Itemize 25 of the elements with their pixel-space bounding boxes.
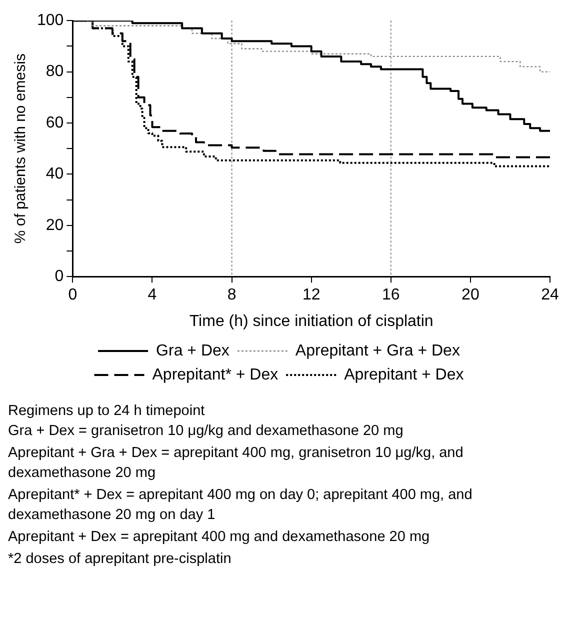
x-tick-label: 24	[541, 286, 559, 304]
x-axis-title: Time (h) since initiation of cisplatin	[189, 312, 434, 330]
x-tick-label: 8	[227, 286, 236, 304]
y-tick-label: 0	[54, 268, 64, 286]
text: Regimens up to 24 h timepoint	[8, 402, 206, 421]
text: Aprepitant + Gra + Dex = aprepitant 400 mg, granisetron 10 μg/kg, and dexamethasone 20 mg	[8, 444, 464, 483]
y-tick-label: 20	[46, 216, 64, 234]
text: Gra + Dex = granisetron 10 μg/kg and dexamethasone 20 mg	[8, 422, 404, 441]
x-tick-label: 0	[68, 286, 78, 304]
x-tick-label: 16	[382, 286, 400, 304]
y-axis-title: % of patients with no emesis	[12, 54, 30, 244]
y-tick-label: 60	[46, 114, 64, 132]
x-tick-label: 12	[302, 286, 320, 304]
y-tick-label: 100	[36, 12, 64, 30]
legend-label: Aprepitant + Gra + Dex	[295, 342, 460, 360]
legend-label: Gra + Dex	[156, 342, 230, 360]
text: Aprepitant* + Dex = aprepitant 400 mg on day 0; aprepitant 400 mg, and dexamethasone 20 mg on day 1	[8, 486, 474, 525]
y-tick-label: 40	[46, 166, 64, 183]
text: *2 doses of aprepitant pre-cisplatin	[8, 550, 232, 569]
y-tick-label: 80	[46, 63, 64, 80]
x-tick-label: 20	[462, 286, 480, 304]
legend-label: Aprepitant + Dex	[344, 366, 464, 384]
legend-label: Aprepitant* + Dex	[152, 366, 278, 384]
text: Aprepitant + Dex = aprepitant 400 mg and dexamethasone 20 mg	[8, 528, 431, 547]
x-tick-label: 4	[148, 286, 157, 304]
